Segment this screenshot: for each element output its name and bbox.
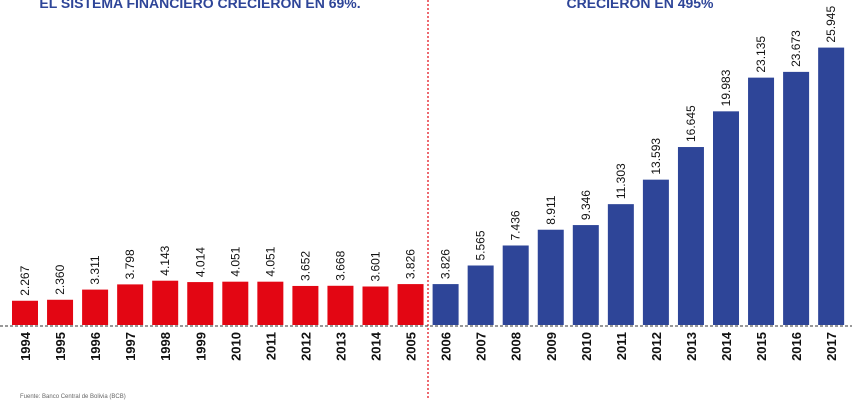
x-tick-label: 1995: [53, 332, 68, 361]
source: Fuente: Banco Central de Bolivia (BCB): [20, 394, 126, 400]
value-label: 23.135: [754, 36, 768, 73]
x-tick-label: 2010: [228, 332, 243, 361]
x-tick-label: 2012: [298, 332, 313, 361]
x-tick-label: 2013: [333, 332, 348, 361]
value-label: 3.826: [439, 249, 453, 279]
value-label: 23.673: [789, 30, 803, 67]
value-label: 4.014: [193, 247, 207, 277]
x-tick-label: 2011: [263, 332, 278, 360]
x-tick-label: 2006: [439, 332, 454, 361]
value-label: 3.652: [298, 251, 312, 281]
bar: [818, 47, 845, 326]
value-label: 19.983: [719, 69, 733, 106]
x-tick-label: 2012: [649, 332, 664, 361]
bar: [467, 265, 494, 325]
bar: [607, 204, 634, 325]
x-tick-label: 1994: [18, 331, 33, 361]
value-label: 3.311: [88, 255, 102, 284]
bar: [117, 284, 144, 325]
x-tick-label: 1996: [88, 332, 103, 361]
x-tick-label: 1997: [123, 332, 138, 361]
x-tick-label: 2014: [719, 331, 734, 361]
bar: [362, 286, 389, 325]
value-label: 25.945: [824, 6, 838, 43]
x-tick-label: 2017: [824, 332, 839, 361]
x-tick-label: 1998: [158, 332, 173, 361]
x-tick-label: 2009: [544, 332, 559, 361]
value-label: 5.565: [474, 230, 488, 260]
value-label: 3.668: [333, 250, 347, 280]
bar: [327, 285, 354, 325]
value-label: 4.051: [228, 246, 242, 276]
bar: [222, 281, 249, 325]
bar: [292, 285, 319, 325]
x-tick-label: 1999: [193, 332, 208, 361]
bar: [537, 229, 564, 325]
value-label: 4.051: [263, 246, 277, 276]
value-label: 2.267: [18, 265, 32, 295]
bar: [713, 111, 739, 325]
value-label: 3.601: [369, 251, 383, 281]
bar: [152, 280, 179, 325]
bar: [257, 281, 284, 325]
x-tick-label: 2011: [614, 332, 629, 360]
value-label: 4.143: [158, 245, 172, 275]
bar: [748, 77, 775, 326]
bar: [432, 284, 459, 325]
bar: [677, 147, 704, 325]
value-label: 2.360: [53, 264, 67, 294]
value-label: 3.826: [404, 249, 418, 279]
bar: [47, 299, 74, 325]
value-label: 3.798: [123, 249, 137, 279]
x-tick-label: 2010: [579, 332, 594, 361]
bar: [12, 300, 38, 325]
value-label: 11.303: [614, 163, 628, 199]
bar: [642, 179, 669, 325]
title-right: CRECIERON EN 495%: [566, 0, 714, 11]
x-tick-label: 2008: [509, 332, 524, 361]
x-tick-label: 2016: [789, 332, 804, 361]
x-tick-label: 2005: [404, 332, 419, 361]
bar: [82, 289, 109, 325]
bar: [783, 71, 810, 325]
x-tick-label: 2013: [684, 332, 699, 361]
bar: [397, 284, 424, 325]
value-label: 9.346: [579, 190, 593, 220]
value-label: 16.645: [684, 105, 698, 142]
bar: [572, 225, 599, 325]
bar: [187, 282, 214, 325]
value-label: 7.436: [509, 210, 523, 240]
value-label: 13.593: [649, 138, 663, 175]
title-left: EL SISTEMA FINANCIERO CRECIERON EN 69%.: [39, 0, 360, 11]
value-label: 8.911: [544, 195, 558, 224]
x-tick-label: 2014: [369, 331, 384, 361]
x-tick-label: 2007: [474, 332, 489, 361]
x-tick-label: 2015: [754, 332, 769, 361]
bar: [502, 245, 529, 325]
